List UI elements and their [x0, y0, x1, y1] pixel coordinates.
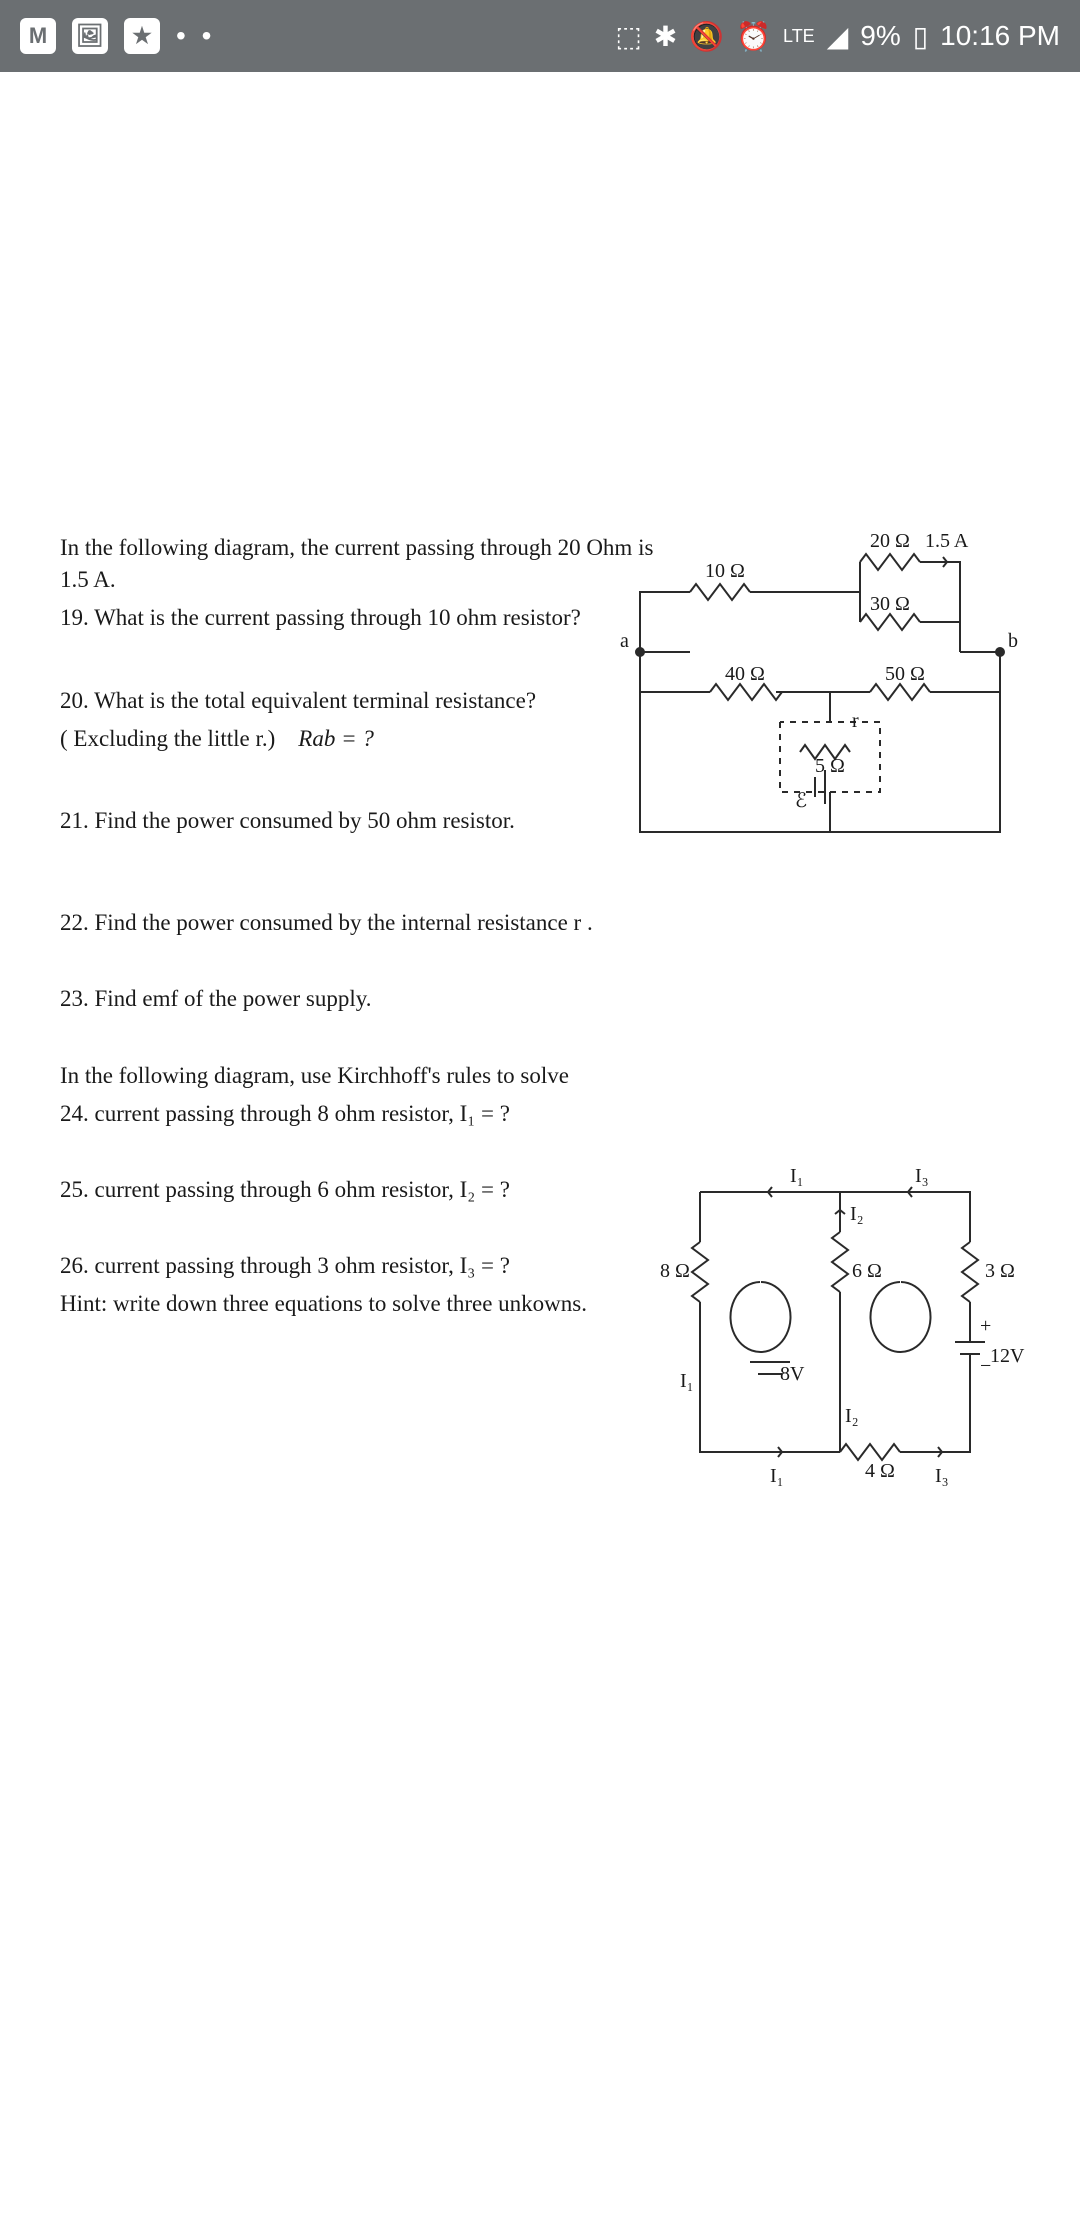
label-i3-top: I₃ — [915, 1165, 929, 1187]
mute-icon: 🔕 — [689, 20, 724, 53]
bluetooth-icon: ✱ — [654, 20, 677, 53]
status-right: ⬚ ✱ 🔕 ⏰ LTE ◢ 9% ▯ 10:16 PM — [615, 20, 1060, 53]
overflow-dots: • • — [176, 20, 215, 52]
label-minus: − — [980, 1355, 991, 1377]
intro2-block: In the following diagram, use Kirchhoff'… — [60, 1060, 660, 1130]
label-8v: 8V — [780, 1363, 805, 1385]
label-30ohm: 30 Ω — [870, 593, 910, 615]
label-20ohm: 20 Ω — [870, 530, 910, 552]
label-10ohm: 10 Ω — [705, 560, 745, 582]
label-12v: 12V — [990, 1345, 1025, 1367]
label-i2: I₂ — [850, 1203, 864, 1225]
network-label: LTE — [783, 27, 815, 45]
app-icon-star: ★ — [124, 18, 160, 54]
intro1-text: In the following diagram, the current pa… — [60, 532, 660, 596]
label-40ohm: 40 Ω — [725, 663, 765, 685]
label-i1-left: I₁ — [680, 1370, 694, 1392]
label-i1-top: I₁ — [790, 1165, 804, 1187]
signal-icon: ◢ — [827, 20, 849, 53]
q23-block: 23. Find emf of the power supply. — [60, 983, 660, 1015]
q20-exclude: ( Excluding the little r.) — [60, 726, 275, 751]
label-i1-bottom: I₁ — [770, 1465, 784, 1487]
q22-text: 22. Find the power consumed by the inter… — [60, 907, 660, 939]
label-b: b — [1008, 630, 1018, 652]
label-3ohm: 3 Ω — [985, 1260, 1015, 1282]
label-i2-b: I₂ — [845, 1405, 859, 1427]
label-4ohm: 4 Ω — [865, 1460, 895, 1482]
label-50ohm: 50 Ω — [885, 663, 925, 685]
app-icon-gallery: 🖼 — [72, 18, 108, 54]
battery-icon: ▯ — [913, 20, 928, 53]
app-icon-m: M — [20, 18, 56, 54]
q20-rab: Rab = ? — [298, 726, 374, 751]
q20-block: 20. What is the total equivalent termina… — [60, 685, 660, 755]
q20-line1: 20. What is the total equivalent termina… — [60, 685, 660, 717]
label-5ohm: 5 Ω — [815, 755, 845, 777]
q26-text: 26. current passing through 3 ohm resist… — [60, 1250, 660, 1282]
q24-text: 24. current passing through 8 ohm resist… — [60, 1098, 660, 1130]
document-page: In the following diagram, the current pa… — [0, 72, 1080, 2220]
label-6ohm: 6 Ω — [852, 1260, 882, 1282]
status-left-icons: M 🖼 ★ • • — [20, 18, 215, 54]
q23-text: 23. Find emf of the power supply. — [60, 983, 660, 1015]
label-plus: + — [980, 1315, 991, 1337]
clock: 10:16 PM — [940, 20, 1060, 52]
android-status-bar: M 🖼 ★ • • ⬚ ✱ 🔕 ⏰ LTE ◢ 9% ▯ 10:16 PM — [0, 0, 1080, 72]
q25-text: 25. current passing through 6 ohm resist… — [60, 1174, 660, 1206]
q20-line2: ( Excluding the little r.) Rab = ? — [60, 723, 660, 755]
battery-percent: 9% — [860, 20, 900, 52]
screenshot-icon: ⬚ — [615, 20, 641, 53]
q26-block: 26. current passing through 3 ohm resist… — [60, 1250, 660, 1320]
label-a: a — [620, 630, 629, 652]
label-r: r — [852, 710, 859, 732]
circuit-diagram-1: 10 Ω 20 Ω 1.5 A 30 Ω 40 Ω 50 Ω r 5 Ω ℰ a… — [600, 522, 1030, 872]
intro2-text: In the following diagram, use Kirchhoff'… — [60, 1060, 660, 1092]
q25-block: 25. current passing through 6 ohm resist… — [60, 1174, 660, 1206]
label-1p5a: 1.5 A — [925, 530, 969, 552]
intro-block-1: In the following diagram, the current pa… — [60, 532, 660, 635]
label-8ohm: 8 Ω — [660, 1260, 690, 1282]
q22-block: 22. Find the power consumed by the inter… — [60, 907, 660, 939]
alarm-icon: ⏰ — [736, 20, 771, 53]
label-i3-bottom: I₃ — [935, 1465, 949, 1487]
q21-text: 21. Find the power consumed by 50 ohm re… — [60, 805, 660, 837]
circuit-diagram-2: 8 Ω 6 Ω 3 Ω 4 Ω 8V 12V + − I₁ I₃ I₂ I₁ I… — [640, 1132, 1040, 1512]
label-emf: ℰ — [795, 790, 807, 812]
q19-text: 19. What is the current passing through … — [60, 602, 660, 634]
q26-hint: Hint: write down three equations to solv… — [60, 1288, 660, 1320]
q21-block: 21. Find the power consumed by 50 ohm re… — [60, 805, 660, 837]
